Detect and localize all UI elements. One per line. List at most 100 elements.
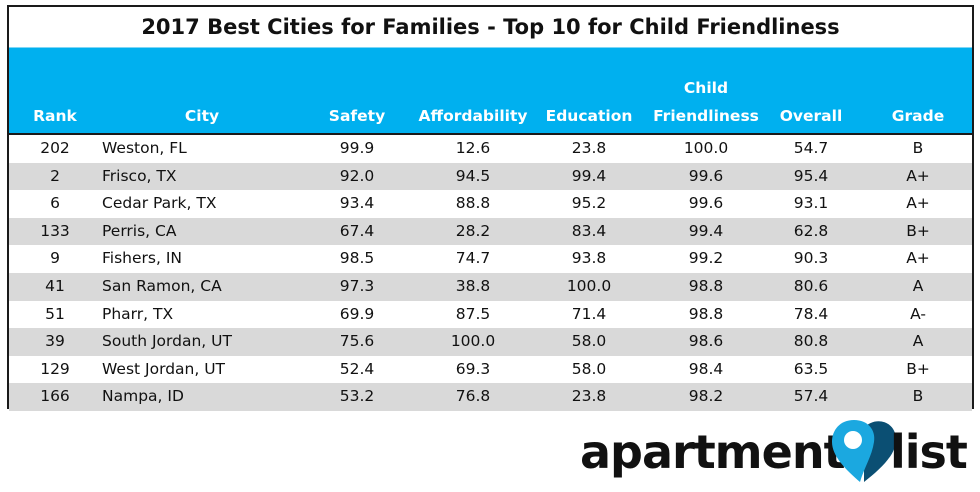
city-cell: Weston, FL — [102, 139, 187, 157]
map-pin-heart-icon — [832, 420, 896, 482]
affordability-cell: 74.7 — [455, 249, 491, 268]
table-header: Rank City Safety Affordability Education… — [9, 48, 972, 135]
education-cell: 58.0 — [571, 359, 607, 378]
city-cell: San Ramon, CA — [102, 276, 222, 295]
child-friendliness-cell: 99.6 — [688, 194, 724, 213]
city-cell: Pharr, TX — [102, 304, 174, 323]
grade-cell: A- — [910, 304, 926, 323]
table-row: 51 Pharr, TX 69.9 87.5 71.4 98.8 78.4 A- — [9, 300, 972, 329]
child-friendliness-cell: 98.4 — [688, 359, 724, 378]
rank-cell: 166 — [40, 387, 70, 406]
affordability-cell: 76.8 — [455, 387, 491, 406]
affordability-cell: 88.8 — [455, 194, 491, 213]
table-row: 39 South Jordan, UT 75.6 100.0 58.0 98.6… — [9, 328, 972, 356]
grade-cell: A — [912, 332, 924, 351]
rank-cell: 133 — [40, 221, 70, 240]
rank-cell: 41 — [45, 276, 65, 295]
child-friendliness-cell: 98.8 — [688, 276, 724, 295]
grade-cell: A+ — [906, 194, 930, 213]
child-friendliness-cell: 98.8 — [688, 304, 724, 323]
overall-cell: 57.4 — [793, 387, 829, 406]
safety-cell: 93.4 — [339, 194, 375, 213]
rank-cell: 6 — [50, 194, 60, 213]
table-row: 166 Nampa, ID 53.2 76.8 23.8 98.2 57.4 B — [9, 383, 972, 411]
table-row: 133 Perris, CA 67.4 28.2 83.4 99.4 62.8 … — [9, 217, 972, 246]
grade-cell: B+ — [906, 359, 930, 378]
column-header-overall: Overall — [779, 107, 843, 125]
affordability-cell: 94.5 — [455, 166, 491, 185]
pin-light-half — [832, 420, 875, 482]
rank-cell: 39 — [45, 332, 65, 351]
affordability-cell: 28.2 — [455, 221, 491, 240]
column-header-child-friendliness: Child Friendliness — [653, 79, 759, 125]
affordability-cell: 38.8 — [455, 276, 491, 295]
child-friendliness-cell: 100.0 — [683, 139, 729, 157]
grade-cell: B+ — [906, 221, 930, 240]
overall-cell: 80.8 — [793, 332, 829, 351]
column-header-rank: Rank — [33, 107, 77, 125]
education-cell: 71.4 — [571, 304, 607, 323]
city-cell: Frisco, TX — [102, 166, 177, 185]
child-friendliness-cell: 99.2 — [688, 249, 724, 268]
safety-cell: 69.9 — [339, 304, 375, 323]
safety-cell: 52.4 — [339, 359, 375, 378]
affordability-cell: 69.3 — [455, 359, 491, 378]
education-cell: 83.4 — [571, 221, 607, 240]
rank-cell: 129 — [40, 359, 70, 378]
table-title: 2017 Best Cities for Families - Top 10 f… — [9, 7, 972, 48]
safety-cell: 98.5 — [339, 249, 375, 268]
apartment-list-logo: apartment list — [580, 418, 975, 490]
grade-cell: A — [912, 276, 924, 295]
overall-cell: 78.4 — [793, 304, 829, 323]
safety-cell: 97.3 — [339, 276, 375, 295]
table-row: 202 Weston, FL 99.9 12.6 23.8 100.0 54.7… — [9, 135, 972, 163]
city-cell: Perris, CA — [102, 221, 177, 240]
education-cell: 95.2 — [571, 194, 607, 213]
education-cell: 100.0 — [566, 276, 612, 295]
column-header-education: Education — [545, 107, 633, 125]
column-header-grade: Grade — [891, 107, 945, 125]
rank-cell: 202 — [40, 139, 70, 157]
safety-cell: 53.2 — [339, 387, 375, 406]
safety-cell: 67.4 — [339, 221, 375, 240]
education-cell: 93.8 — [571, 249, 607, 268]
safety-cell: 99.9 — [339, 139, 375, 157]
grade-cell: A+ — [906, 249, 930, 268]
child-friendliness-cell: 98.6 — [688, 332, 724, 351]
education-cell: 58.0 — [571, 332, 607, 351]
overall-cell: 95.4 — [793, 166, 829, 185]
logo-word-apartment: apartment — [580, 425, 846, 479]
table-body: 202 Weston, FL 99.9 12.6 23.8 100.0 54.7… — [9, 135, 972, 411]
rankings-table: 2017 Best Cities for Families - Top 10 f… — [7, 5, 974, 411]
overall-cell: 54.7 — [793, 139, 829, 157]
table-row: 9 Fishers, IN 98.5 74.7 93.8 99.2 90.3 A… — [9, 245, 972, 273]
table-row: 2 Frisco, TX 92.0 94.5 99.4 99.6 95.4 A+ — [9, 162, 972, 191]
column-header-affordability: Affordability — [418, 107, 528, 125]
logo-word-list: list — [890, 425, 968, 479]
city-cell: Fishers, IN — [102, 249, 182, 268]
education-cell: 23.8 — [571, 387, 607, 406]
affordability-cell: 87.5 — [455, 304, 491, 323]
child-friendliness-cell: 98.2 — [688, 387, 724, 406]
affordability-cell: 12.6 — [455, 139, 491, 157]
overall-cell: 90.3 — [793, 249, 829, 268]
city-cell: Nampa, ID — [102, 387, 184, 406]
rank-cell: 2 — [50, 166, 60, 185]
table-row: 6 Cedar Park, TX 93.4 88.8 95.2 99.6 93.… — [9, 190, 972, 218]
overall-cell: 80.6 — [793, 276, 829, 295]
city-cell: South Jordan, UT — [102, 332, 232, 351]
rank-cell: 9 — [50, 249, 60, 268]
overall-cell: 62.8 — [793, 221, 829, 240]
grade-cell: A+ — [906, 166, 930, 185]
overall-cell: 63.5 — [793, 359, 829, 378]
overall-cell: 93.1 — [793, 194, 829, 213]
safety-cell: 92.0 — [339, 166, 375, 185]
safety-cell: 75.6 — [339, 332, 375, 351]
city-cell: West Jordan, UT — [102, 359, 226, 378]
city-cell: Cedar Park, TX — [102, 194, 217, 213]
table-row: 129 West Jordan, UT 52.4 69.3 58.0 98.4 … — [9, 355, 972, 384]
education-cell: 23.8 — [571, 139, 607, 157]
grade-cell: B — [912, 387, 924, 406]
child-friendliness-cell: 99.6 — [688, 166, 724, 185]
child-friendliness-cell: 99.4 — [688, 221, 724, 240]
